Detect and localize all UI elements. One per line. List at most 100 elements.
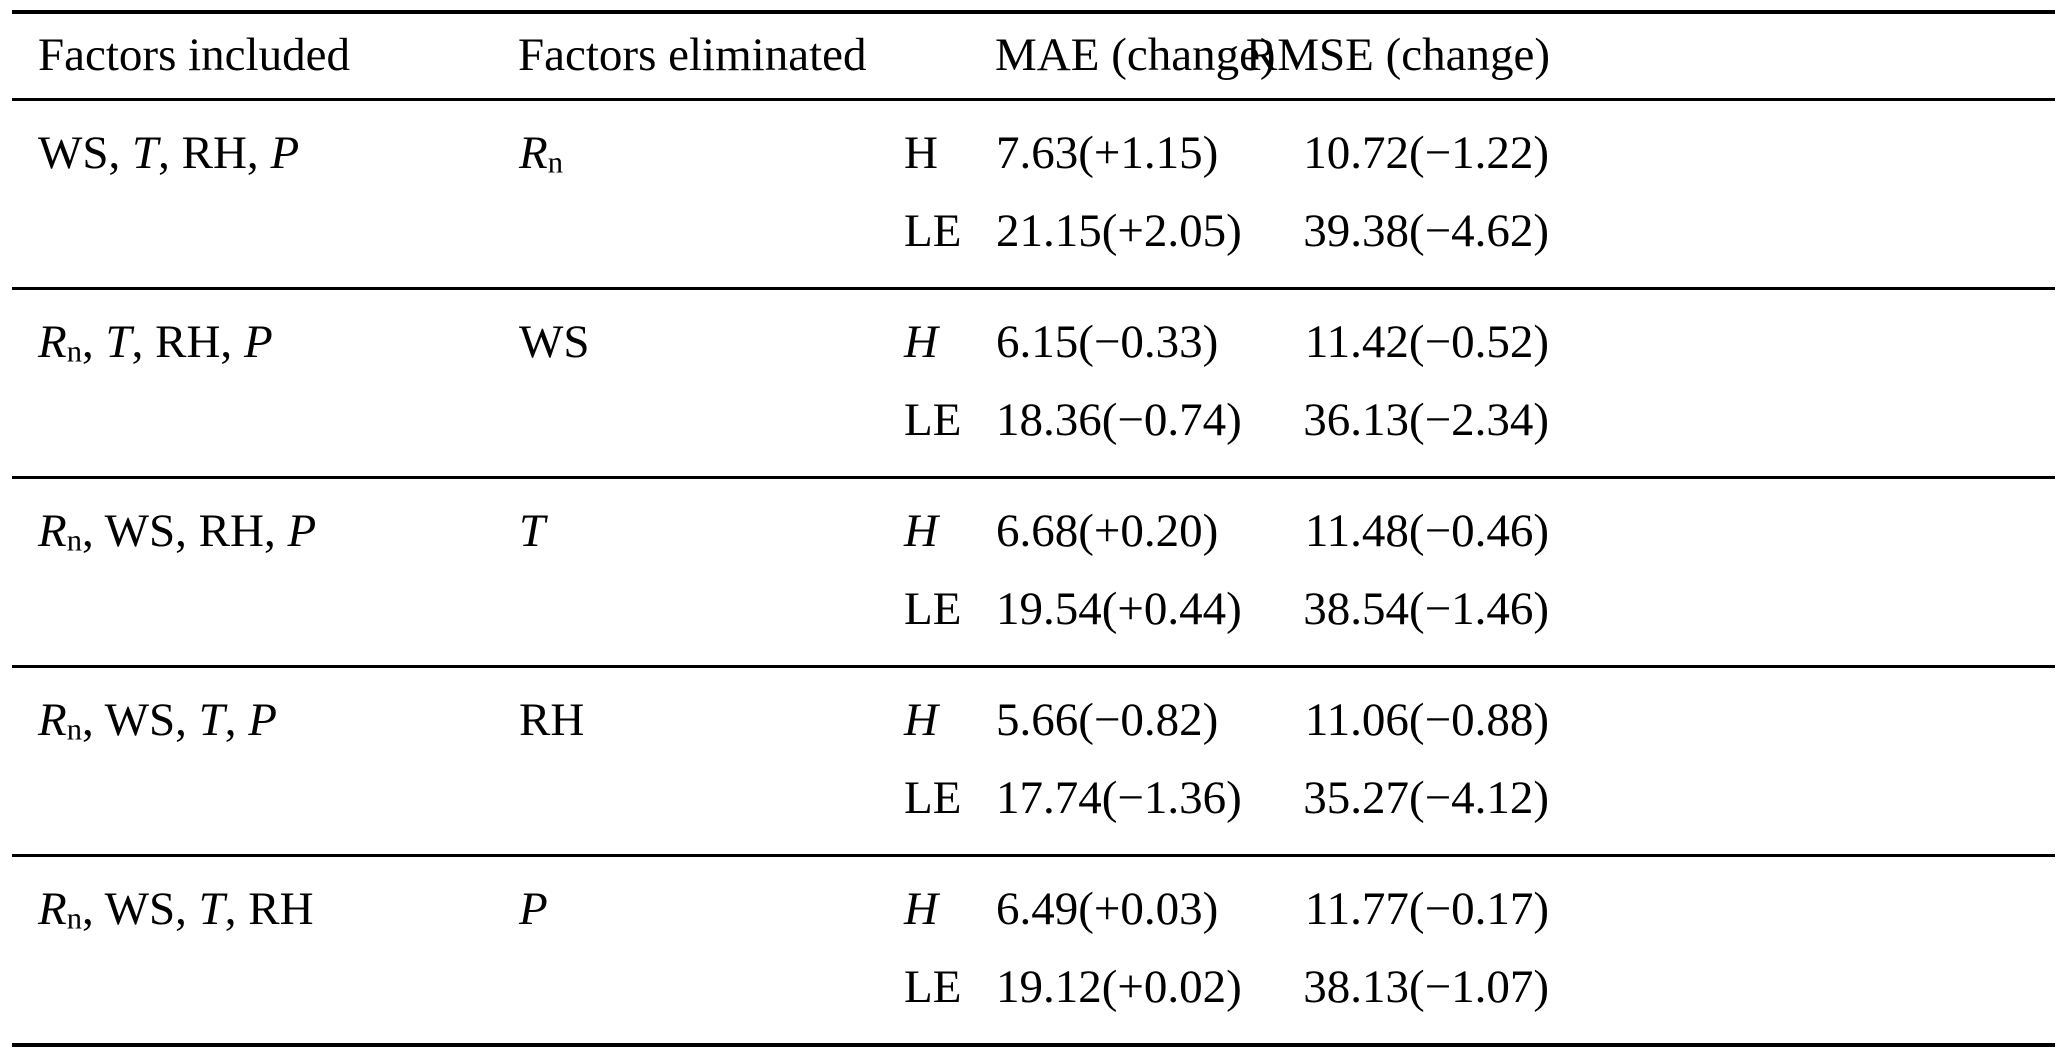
filler-cell xyxy=(1550,854,2055,1045)
italic-variable: H xyxy=(904,883,938,935)
mae-value-cell: 19.54(+0.44) xyxy=(996,583,1242,635)
mae-value-cell: 6.49(+0.03) xyxy=(995,854,1218,948)
rmse-value-cell: 11.48(−0.46) xyxy=(1185,476,1550,570)
table-row: Rn, WS, RH, P T H 6.68(+0.20) 11.48(−0.46) xyxy=(12,476,2055,667)
italic-variable: P xyxy=(248,694,278,746)
italic-variable: P xyxy=(287,505,317,557)
mae-value-cell: 6.15(−0.33) xyxy=(995,287,1218,381)
italic-variable: P xyxy=(270,127,300,179)
table-row: Rn, T, RH, P WS H 6.15(−0.33) 11.42(−0.52) xyxy=(12,287,2055,478)
flux-label-cell: H xyxy=(903,476,995,570)
subscript-text: n xyxy=(66,901,82,936)
factors-included-cell: Rn, WS, T, RH xyxy=(12,854,518,1045)
table-row: LE 18.36(−0.74) 36.13(−2.34) xyxy=(12,381,2055,478)
mae-value-cell: 18.36(−0.74) xyxy=(996,394,1242,446)
text-segment: , WS, xyxy=(82,883,199,935)
italic-variable: P xyxy=(243,316,273,368)
text-segment: LE xyxy=(904,583,962,635)
factors-included-cell: Rn, WS, T, P xyxy=(12,665,518,856)
flux-label-cell: H xyxy=(903,665,995,759)
subscript-text: n xyxy=(66,712,82,747)
factors-included-cell: WS, T, RH, P xyxy=(12,98,518,289)
rmse-value-cell: 11.42(−0.52) xyxy=(1185,287,1550,381)
mae-value-cell: 17.74(−1.36) xyxy=(996,772,1242,824)
text-segment: LE xyxy=(904,205,962,257)
text-segment: WS, xyxy=(38,127,132,179)
mae-value-cell: 7.63(+1.15) xyxy=(995,98,1218,192)
header-mae-change: MAE (change) xyxy=(995,12,1276,101)
header-flux-blank xyxy=(903,12,995,101)
table-row: Rn, WS, T, RH P H 6.49(+0.03) 11.77(−0.17) xyxy=(12,854,2055,1045)
text-segment: H xyxy=(904,127,938,179)
table-row: LE 21.15(+2.05) 39.38(−4.62) xyxy=(12,192,2055,289)
header-filler xyxy=(1550,12,2055,101)
text-segment: LE xyxy=(904,772,962,824)
italic-variable: T xyxy=(105,316,132,368)
italic-variable: T xyxy=(132,127,159,179)
filler-cell xyxy=(1550,98,2055,289)
rmse-value-cell: 10.72(−1.22) xyxy=(1185,98,1550,192)
flux-label-cell: H xyxy=(903,287,995,381)
table-row: LE 19.12(+0.02) 38.13(−1.07) xyxy=(12,948,2055,1045)
subscript-text: n xyxy=(66,334,82,369)
subscript-text: n xyxy=(66,523,82,558)
flux-label-cell: LE xyxy=(903,759,995,856)
filler-cell xyxy=(1550,665,2055,856)
header-factors-eliminated: Factors eliminated xyxy=(518,12,903,101)
mae-value-cell: 21.15(+2.05) xyxy=(996,205,1242,257)
header-factors-included: Factors included xyxy=(12,12,518,101)
factors-eliminated-cell: RH xyxy=(518,665,903,856)
flux-label-cell: H xyxy=(903,98,995,192)
rmse-value-cell: 11.77(−0.17) xyxy=(1185,854,1550,948)
filler-cell xyxy=(1550,287,2055,478)
results-table: Factors included Factors eliminated MAE … xyxy=(12,10,2055,1047)
rmse-value-cell: 38.13(−1.07) xyxy=(1303,961,1549,1013)
flux-label-cell: H xyxy=(903,854,995,948)
flux-label-cell: LE xyxy=(903,570,995,667)
factors-included-cell: Rn, WS, RH, P xyxy=(12,476,518,667)
text-segment: , WS, RH, xyxy=(82,505,288,557)
text-segment: , RH xyxy=(224,883,314,935)
text-segment: , RH, xyxy=(131,316,244,368)
header-row: Factors included Factors eliminated MAE … xyxy=(12,12,2055,101)
text-segment: , RH, xyxy=(158,127,271,179)
flux-label-cell: LE xyxy=(903,192,995,289)
factors-eliminated-cell: P xyxy=(518,854,903,1045)
factors-eliminated-cell: WS xyxy=(518,287,903,478)
flux-label-cell: LE xyxy=(903,948,995,1045)
italic-variable: R xyxy=(38,505,67,557)
text-segment: , xyxy=(224,694,249,746)
rmse-value-cell: 11.06(−0.88) xyxy=(1185,665,1550,759)
italic-variable: R xyxy=(38,883,67,935)
italic-variable: H xyxy=(904,316,938,368)
filler-cell xyxy=(1550,476,2055,667)
factors-included-cell: Rn, T, RH, P xyxy=(12,287,518,478)
rmse-value-cell: 39.38(−4.62) xyxy=(1303,205,1549,257)
text-segment: WS xyxy=(519,316,590,368)
mae-value-cell: 5.66(−0.82) xyxy=(995,665,1218,759)
factors-eliminated-cell: T xyxy=(518,476,903,667)
italic-variable: R xyxy=(519,127,548,179)
rmse-value-cell: 35.27(−4.12) xyxy=(1303,772,1549,824)
text-segment: LE xyxy=(904,961,962,1013)
subscript-text: n xyxy=(547,145,563,180)
rmse-value-cell: 38.54(−1.46) xyxy=(1303,583,1549,635)
text-segment: LE xyxy=(904,394,962,446)
text-segment: , WS, xyxy=(82,694,199,746)
factors-eliminated-cell: Rn xyxy=(518,98,903,289)
rmse-value-cell: 36.13(−2.34) xyxy=(1303,394,1549,446)
header-rmse-change: RMSE (change) xyxy=(1185,12,1550,101)
table-row: Rn, WS, T, P RH H 5.66(−0.82) 11.06(−0.88) xyxy=(12,665,2055,856)
mae-value-cell: 6.68(+0.20) xyxy=(995,476,1218,570)
table-row: LE 17.74(−1.36) 35.27(−4.12) xyxy=(12,759,2055,856)
italic-variable: H xyxy=(904,694,938,746)
italic-variable: T xyxy=(198,883,225,935)
table-row: WS, T, RH, P Rn H 7.63(+1.15) 10.72(−1.22) xyxy=(12,98,2055,289)
text-segment: RH xyxy=(519,694,585,746)
flux-label-cell: LE xyxy=(903,381,995,478)
results-table-body: WS, T, RH, P Rn H 7.63(+1.15) 10.72(−1.22) LE… xyxy=(12,98,2055,1045)
italic-variable: P xyxy=(519,883,548,935)
mae-value-cell: 19.12(+0.02) xyxy=(996,961,1242,1013)
italic-variable: T xyxy=(519,505,546,557)
